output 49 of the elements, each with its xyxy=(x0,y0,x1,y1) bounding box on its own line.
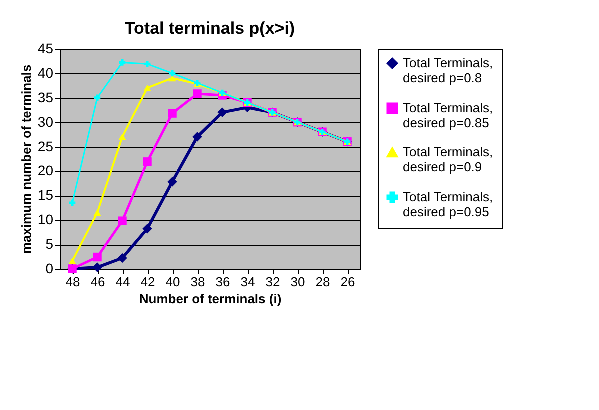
chart-title: Total terminals p(x>i) xyxy=(124,19,296,38)
y-tick-label: 35 xyxy=(38,89,54,106)
point xyxy=(118,216,127,226)
x-axis-title: Number of terminals (i) xyxy=(139,292,282,306)
x-tick-label: 32 xyxy=(266,274,280,290)
x-tick-label: 42 xyxy=(140,274,156,290)
point xyxy=(68,258,76,264)
y-tick-label: 40 xyxy=(38,64,54,81)
point xyxy=(192,132,202,142)
point xyxy=(94,209,102,216)
x-tick-label: 28 xyxy=(316,274,330,290)
point xyxy=(144,84,152,92)
x-tick-label: 40 xyxy=(166,274,180,290)
point xyxy=(168,109,177,118)
y-tick-label: 25 xyxy=(38,138,54,154)
point xyxy=(92,262,102,272)
point xyxy=(143,158,152,166)
y-tick-label: 45 xyxy=(38,40,54,56)
point xyxy=(169,70,176,77)
legend-label: Total Terminals, desired p=0.8 xyxy=(403,56,494,86)
y-tick-label: 5 xyxy=(46,236,54,252)
y-axis-title: maximum number of terminals xyxy=(18,64,34,254)
y-tick-label: 15 xyxy=(38,187,54,204)
point xyxy=(93,252,102,262)
x-tick-label: 46 xyxy=(90,274,106,290)
legend-label: Total Terminals, desired p=0.9 xyxy=(403,144,494,174)
x-tick-label: 30 xyxy=(290,274,306,290)
y-tick-label: 30 xyxy=(38,114,54,130)
point xyxy=(69,200,76,206)
point xyxy=(118,253,128,264)
point xyxy=(118,134,126,140)
y-tick-label: 10 xyxy=(38,212,54,228)
point xyxy=(168,177,178,187)
legend-label: Total Terminals, desired p=0.95 xyxy=(403,190,494,220)
point xyxy=(94,94,101,102)
x-tick-label: 36 xyxy=(216,274,230,290)
point xyxy=(193,90,202,98)
legend-label: Total Terminals, desired p=0.85 xyxy=(403,100,494,130)
x-tick-label: 38 xyxy=(190,274,206,290)
y-tick-label: 20 xyxy=(38,162,54,179)
x-tick-label: 34 xyxy=(240,274,256,290)
point xyxy=(144,60,151,68)
point xyxy=(119,60,126,66)
x-tick-label: 44 xyxy=(116,274,130,290)
point xyxy=(218,108,228,118)
x-tick-label: 48 xyxy=(66,274,80,290)
y-tick-label: 0 xyxy=(46,260,54,276)
x-tick-label: 26 xyxy=(340,274,356,290)
point xyxy=(142,224,152,234)
